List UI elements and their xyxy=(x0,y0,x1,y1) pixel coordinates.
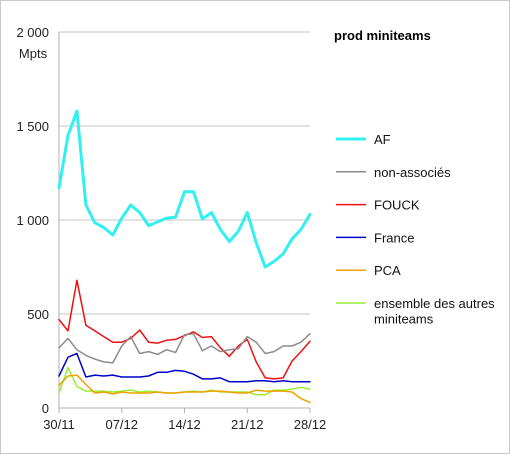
series-line xyxy=(57,109,312,269)
series-line xyxy=(58,352,311,383)
x-axis-ticks: 30/11 07/12 14/12 21/12 28/12 xyxy=(43,408,326,432)
y-tick-label: 1 000 xyxy=(16,213,49,228)
y-axis-unit-label: Mpts xyxy=(19,46,48,61)
y-tick-label: 500 xyxy=(27,307,49,322)
chart-title: prod miniteams xyxy=(334,28,431,43)
y-tick-label: 1 500 xyxy=(16,119,49,134)
y-tick-label: 2 000 xyxy=(16,25,49,40)
legend-label: PCA xyxy=(374,263,401,278)
series-line xyxy=(58,279,311,380)
legend-label: FOUCK xyxy=(374,198,420,213)
x-tick-label: 21/12 xyxy=(231,417,264,432)
series-line xyxy=(58,374,311,404)
legend-label: non-associés xyxy=(374,165,451,180)
legend: AF non-associés FOUCK France PCA ensemble des… xyxy=(336,132,495,327)
y-tick-label: 0 xyxy=(42,401,49,416)
legend-label: France xyxy=(374,230,414,245)
y-axis-ticks: 0 500 1 000 1 500 2 000 xyxy=(16,25,49,416)
x-tick-label: 14/12 xyxy=(168,417,201,432)
legend-label: ensemble des autres xyxy=(374,296,495,311)
x-tick-label: 30/11 xyxy=(43,417,75,432)
x-tick-label: 28/12 xyxy=(294,417,327,432)
legend-label: AF xyxy=(374,132,391,147)
x-tick-label: 07/12 xyxy=(105,417,138,432)
legend-label: miniteams xyxy=(374,312,434,327)
gridlines xyxy=(59,31,310,315)
series-line xyxy=(58,332,311,364)
series-lines xyxy=(57,109,312,404)
